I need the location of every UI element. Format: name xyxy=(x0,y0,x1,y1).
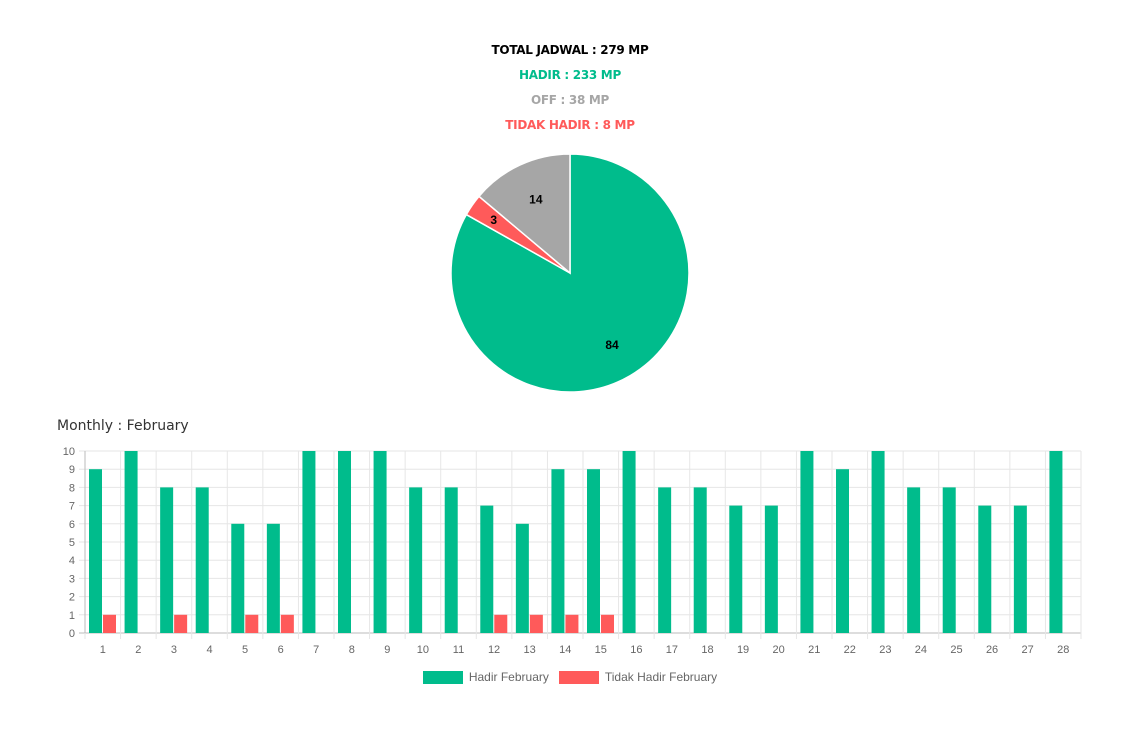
y-tick-label: 7 xyxy=(69,501,75,513)
x-tick-label: 21 xyxy=(808,644,820,656)
pie-label-off: 14 xyxy=(529,193,543,207)
bar-hadir[interactable] xyxy=(160,487,174,633)
x-tick-label: 14 xyxy=(559,644,571,656)
x-tick-label: 8 xyxy=(349,644,355,656)
legend-item-tidak-hadir[interactable]: Tidak Hadir February xyxy=(558,670,718,684)
bar-hadir[interactable] xyxy=(871,451,885,633)
legend-item-hadir[interactable]: Hadir February xyxy=(422,670,549,684)
x-tick-label: 1 xyxy=(100,644,106,656)
pie-slice-hadir[interactable] xyxy=(450,153,690,393)
bar-tidak-hadir[interactable] xyxy=(601,614,614,633)
bar-hadir[interactable] xyxy=(338,451,351,633)
bar-tidak-hadir[interactable] xyxy=(245,614,259,633)
summary-block: TOTAL JADWAL : 279 MP HADIR : 233 MP OFF… xyxy=(0,38,1140,138)
bar-hadir[interactable] xyxy=(978,505,992,633)
legend-label-hadir: Hadir February xyxy=(468,670,549,684)
pie-slice-off[interactable] xyxy=(477,153,571,275)
y-tick-label: 3 xyxy=(69,573,75,585)
x-tick-label: 17 xyxy=(666,644,678,656)
bar-hadir[interactable] xyxy=(373,451,387,633)
bar-tidak-hadir[interactable] xyxy=(494,614,508,633)
bar-hadir[interactable] xyxy=(195,487,209,633)
y-tick-label: 9 xyxy=(69,464,75,476)
x-tick-label: 6 xyxy=(278,644,284,656)
bar-hadir[interactable] xyxy=(1049,451,1063,633)
bar-hadir[interactable] xyxy=(551,469,565,633)
legend-swatch-tidak-hadir xyxy=(558,670,599,684)
pie-label-hadir: 84 xyxy=(605,338,619,352)
x-tick-label: 15 xyxy=(595,644,607,656)
monthly-title: Monthly : February xyxy=(57,418,189,434)
hadir-label: HADIR : 233 MP xyxy=(519,68,621,82)
y-tick-label: 1 xyxy=(69,610,75,622)
x-tick-label: 12 xyxy=(488,644,500,656)
y-tick-label: 4 xyxy=(69,555,75,567)
x-tick-label: 10 xyxy=(417,644,429,656)
pie-label-tidak-hadir: 3 xyxy=(490,213,497,227)
legend-swatch-hadir xyxy=(422,670,463,684)
bar-hadir[interactable] xyxy=(302,451,316,633)
bar-hadir[interactable] xyxy=(124,451,138,633)
x-tick-label: 19 xyxy=(737,644,749,656)
bar-legend: Hadir February Tidak Hadir February xyxy=(0,670,1140,684)
bar-hadir[interactable] xyxy=(266,523,280,633)
x-tick-label: 2 xyxy=(135,644,141,656)
y-tick-label: 0 xyxy=(69,628,75,640)
x-tick-label: 3 xyxy=(171,644,177,656)
y-tick-label: 5 xyxy=(69,537,75,549)
y-tick-label: 10 xyxy=(63,446,75,458)
x-tick-label: 18 xyxy=(701,644,713,656)
x-tick-label: 13 xyxy=(524,644,536,656)
bar-hadir[interactable] xyxy=(658,487,672,633)
x-tick-label: 26 xyxy=(986,644,998,656)
x-tick-label: 11 xyxy=(453,644,464,656)
bar-hadir[interactable] xyxy=(409,487,423,633)
bar-tidak-hadir[interactable] xyxy=(280,614,294,633)
y-tick-label: 8 xyxy=(69,482,75,494)
bar-hadir[interactable] xyxy=(800,451,814,633)
bar-hadir[interactable] xyxy=(1013,505,1027,633)
x-tick-label: 9 xyxy=(384,644,390,656)
pie-chart: 84 3 14 xyxy=(450,153,690,393)
x-tick-label: 16 xyxy=(630,644,642,656)
x-tick-label: 23 xyxy=(879,644,891,656)
x-tick-label: 4 xyxy=(206,644,212,656)
tidak-hadir-label: TIDAK HADIR : 8 MP xyxy=(505,118,635,132)
x-tick-label: 25 xyxy=(950,644,962,656)
bar-hadir[interactable] xyxy=(515,523,529,633)
bar-tidak-hadir[interactable] xyxy=(103,614,116,633)
bar-hadir[interactable] xyxy=(693,487,707,633)
bar-tidak-hadir[interactable] xyxy=(174,614,188,633)
bar-hadir[interactable] xyxy=(907,487,921,633)
x-tick-label: 22 xyxy=(844,644,856,656)
y-tick-label: 2 xyxy=(69,592,75,604)
bar-hadir[interactable] xyxy=(231,523,245,633)
bar-hadir[interactable] xyxy=(89,469,102,633)
bar-hadir[interactable] xyxy=(622,451,636,633)
bar-hadir[interactable] xyxy=(480,505,494,633)
x-tick-label: 20 xyxy=(773,644,785,656)
bar-hadir[interactable] xyxy=(764,505,778,633)
bar-tidak-hadir[interactable] xyxy=(529,614,543,633)
x-tick-label: 24 xyxy=(915,644,927,656)
bar-hadir[interactable] xyxy=(942,487,956,633)
bar-hadir[interactable] xyxy=(444,487,458,633)
bar-hadir[interactable] xyxy=(587,469,600,633)
off-label: OFF : 38 MP xyxy=(530,93,610,107)
x-tick-label: 27 xyxy=(1022,644,1034,656)
legend-label-tidak-hadir: Tidak Hadir February xyxy=(604,670,718,684)
y-tick-label: 6 xyxy=(69,519,75,531)
x-tick-label: 28 xyxy=(1057,644,1069,656)
bar-tidak-hadir[interactable] xyxy=(565,614,579,633)
x-tick-label: 7 xyxy=(313,644,319,656)
bar-hadir[interactable] xyxy=(836,469,849,633)
total-jadwal-label: TOTAL JADWAL : 279 MP xyxy=(491,43,649,57)
bar-hadir[interactable] xyxy=(729,505,743,633)
x-tick-label: 5 xyxy=(242,644,248,656)
